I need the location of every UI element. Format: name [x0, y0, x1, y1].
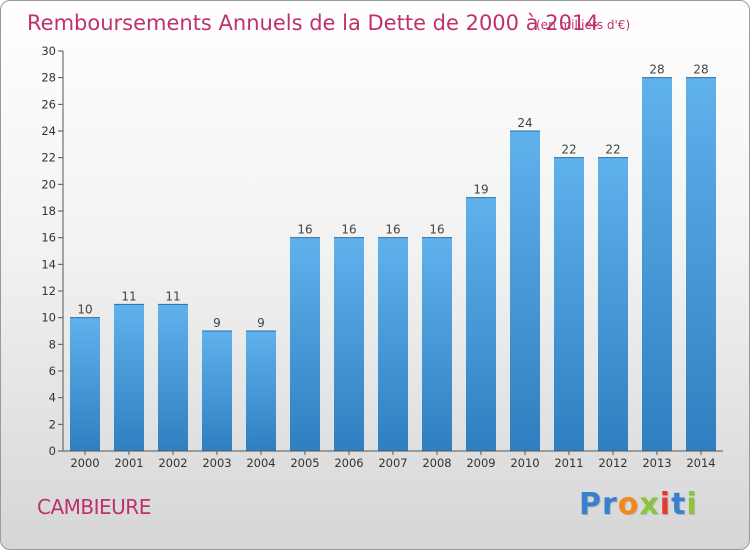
- bar: [642, 77, 672, 452]
- bar-value-label: 16: [385, 223, 400, 237]
- bar: [334, 237, 364, 451]
- y-tick-label: 20: [41, 177, 56, 191]
- y-tick-label: 24: [41, 124, 56, 138]
- bar: [686, 77, 716, 452]
- x-tick-label: 2004: [246, 456, 275, 470]
- bar: [70, 317, 100, 451]
- bar: [202, 331, 232, 451]
- y-tick-label: 14: [41, 257, 56, 271]
- bar-value-label: 28: [649, 63, 664, 77]
- y-tick-label: 22: [41, 151, 56, 165]
- bar: [554, 157, 584, 451]
- bar: [510, 131, 540, 451]
- x-tick-label: 2012: [598, 456, 627, 470]
- x-axis: 2000 2001 2002 2003 2004 2005 2006 2007 2008 2009…: [63, 450, 723, 470]
- x-tick-label: 2010: [510, 456, 539, 470]
- y-tick-label: 12: [41, 284, 56, 298]
- x-tick-label: 2008: [422, 456, 451, 470]
- x-tick-label: 2013: [642, 456, 671, 470]
- bar: [598, 157, 628, 451]
- bar-value-label: 9: [257, 316, 265, 330]
- bar: [290, 237, 320, 451]
- x-tick-label: 2000: [70, 456, 99, 470]
- y-tick-label: 10: [41, 311, 56, 325]
- bar: [114, 304, 144, 451]
- x-tick-label: 2003: [202, 456, 231, 470]
- y-tick-label: 26: [41, 97, 56, 111]
- bar-value-label: 16: [341, 223, 356, 237]
- chart-unit-note: (en milliers d'€): [536, 18, 630, 32]
- y-tick-label: 0: [49, 444, 56, 458]
- bar: [158, 304, 188, 451]
- bar-value-label: 9: [213, 316, 221, 330]
- logo-letter: o: [617, 487, 640, 522]
- y-tick-label: 8: [49, 337, 56, 351]
- bar-value-label: 10: [77, 303, 92, 317]
- x-tick-label: 2005: [290, 456, 319, 470]
- x-tick-label: 2007: [378, 456, 407, 470]
- x-tick-label: 2002: [158, 456, 187, 470]
- x-tick-label: 2014: [686, 456, 715, 470]
- y-tick-label: 16: [41, 231, 56, 245]
- x-tick-label: 2001: [114, 456, 143, 470]
- logo-letter: i: [686, 487, 698, 522]
- bar-value-label: 28: [693, 63, 708, 77]
- x-tick-label: 2011: [554, 456, 583, 470]
- bar-value-label: 16: [297, 223, 312, 237]
- y-tick-label: 2: [49, 417, 56, 431]
- proxiti-logo: Proxiti: [579, 487, 698, 522]
- bar: [466, 197, 496, 451]
- logo-letter: r: [602, 487, 618, 522]
- y-tick-label: 6: [49, 364, 56, 378]
- logo-letter: i: [659, 487, 672, 522]
- bar-value-label: 24: [517, 116, 532, 130]
- y-tick-label: 18: [41, 204, 56, 218]
- x-tick-label: 2006: [334, 456, 363, 470]
- logo-letter: t: [671, 487, 687, 522]
- x-tick-label: 2009: [466, 456, 495, 470]
- y-tick-label: 4: [49, 391, 56, 405]
- logo-letter: x: [639, 487, 660, 522]
- commune-name: CAMBIEURE: [37, 495, 151, 519]
- bar: [378, 237, 408, 451]
- bar-value-label: 22: [561, 143, 576, 157]
- bar-value-label: 19: [473, 183, 488, 197]
- bar: [246, 331, 276, 451]
- y-tick-label: 28: [41, 71, 56, 85]
- logo-letter: P: [579, 487, 602, 522]
- bar-value-label: 22: [605, 143, 620, 157]
- bar: [422, 237, 452, 451]
- bar-value-label: 16: [429, 223, 444, 237]
- bars-group: 10 11 11 9 9 16 16 16 16 19 24 22 22 28 28: [70, 63, 716, 452]
- y-tick-label: 30: [41, 44, 56, 58]
- bar-value-label: 11: [165, 289, 180, 303]
- bar-value-label: 11: [121, 289, 136, 303]
- chart-title: Remboursements Annuels de la Dette de 20…: [27, 11, 599, 35]
